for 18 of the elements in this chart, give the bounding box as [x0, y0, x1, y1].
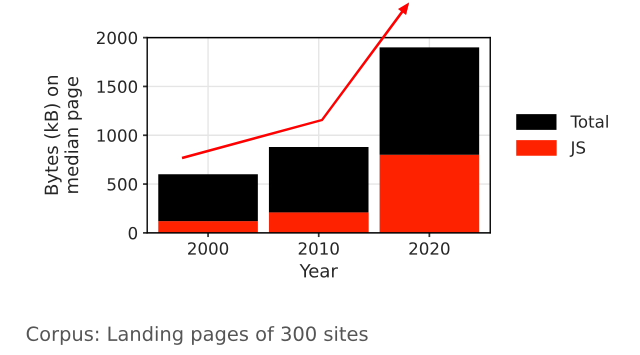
legend-label: Total [570, 114, 608, 128]
bar [158, 174, 258, 222]
x-tick-label: 2010 [298, 242, 339, 255]
bar [268, 146, 369, 212]
x-axis-title: Year [300, 264, 338, 278]
y-tick-label: 2000 [96, 32, 138, 44]
text: Corpus: Landing pages of 300 sites [26, 326, 368, 345]
bar [158, 221, 258, 233]
y-tick-label: 1000 [98, 129, 138, 142]
x-tick-label: 2020 [409, 242, 450, 255]
y-tick-label: 0 [128, 226, 138, 240]
bar [268, 212, 369, 233]
bar [380, 154, 480, 233]
y-tick-label: 500 [108, 178, 138, 191]
y-tick-label: 1500 [98, 80, 138, 94]
y-axis-title: Bytes (kB) on median page [44, 76, 82, 194]
x-tick-label: 2000 [188, 242, 228, 255]
legend-label: JS [570, 141, 586, 157]
